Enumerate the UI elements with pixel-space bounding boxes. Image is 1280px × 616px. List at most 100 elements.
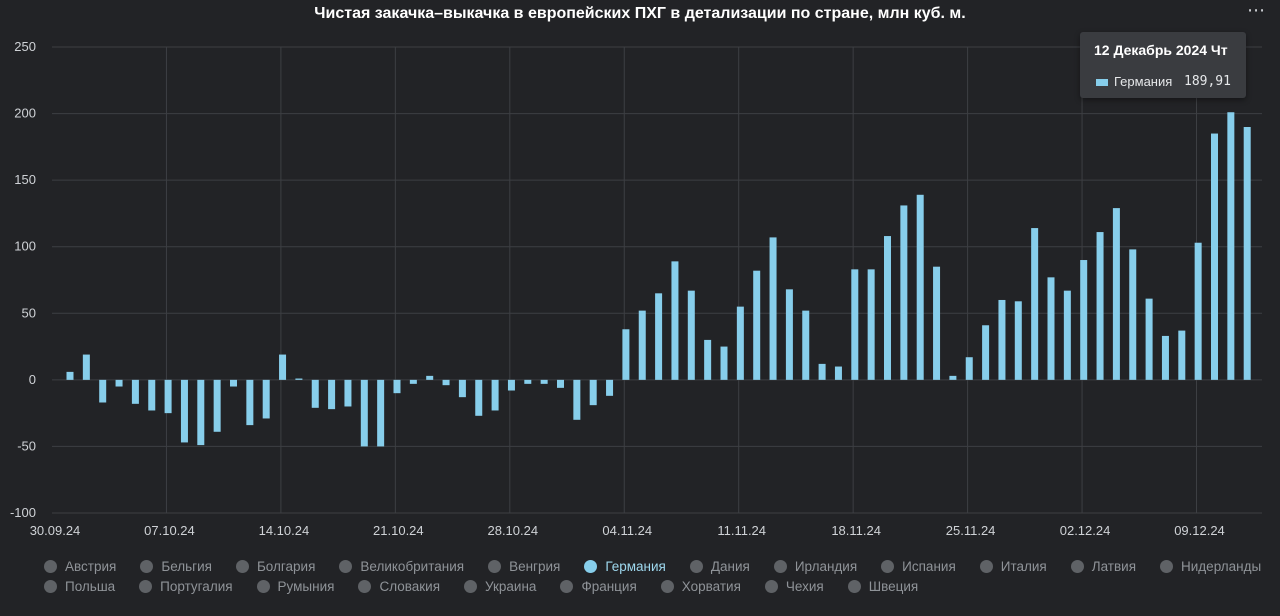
bar[interactable] bbox=[377, 379, 385, 447]
bar[interactable] bbox=[409, 379, 417, 384]
bar[interactable] bbox=[1178, 330, 1186, 380]
bar[interactable] bbox=[491, 379, 499, 411]
bar[interactable] bbox=[834, 366, 842, 380]
bar[interactable] bbox=[606, 379, 614, 396]
bar[interactable] bbox=[720, 346, 728, 380]
bar[interactable] bbox=[622, 329, 630, 380]
legend-item[interactable]: Польша bbox=[44, 579, 115, 594]
bar[interactable] bbox=[769, 237, 777, 380]
legend-item[interactable]: Бельгия bbox=[140, 559, 212, 574]
bar[interactable] bbox=[933, 266, 941, 380]
legend-item[interactable]: Хорватия bbox=[660, 579, 741, 594]
bar[interactable] bbox=[671, 261, 679, 380]
bar[interactable] bbox=[197, 379, 205, 446]
legend-item[interactable]: Италия bbox=[979, 559, 1047, 574]
bar[interactable] bbox=[655, 293, 663, 380]
bar[interactable] bbox=[180, 379, 188, 443]
bar[interactable] bbox=[998, 299, 1006, 380]
bar[interactable] bbox=[131, 379, 139, 404]
legend-item[interactable]: Ирландия bbox=[773, 559, 857, 574]
bar[interactable] bbox=[1047, 277, 1055, 380]
bar[interactable] bbox=[818, 363, 826, 380]
bar[interactable] bbox=[230, 379, 237, 387]
bar[interactable] bbox=[328, 379, 336, 410]
bar[interactable] bbox=[426, 375, 434, 380]
bar[interactable] bbox=[573, 379, 581, 420]
bar[interactable] bbox=[360, 379, 368, 447]
legend-item[interactable]: Швеция bbox=[847, 579, 918, 594]
bar[interactable] bbox=[1194, 242, 1202, 380]
legend-item[interactable]: Франция bbox=[560, 579, 637, 594]
bar[interactable] bbox=[1063, 290, 1071, 380]
legend-dot-icon bbox=[256, 579, 270, 593]
legend-item[interactable]: Дания bbox=[689, 559, 750, 574]
bar[interactable] bbox=[279, 354, 287, 380]
bar[interactable] bbox=[540, 379, 548, 384]
bar[interactable] bbox=[851, 269, 859, 380]
bar[interactable] bbox=[589, 379, 597, 406]
bar[interactable] bbox=[115, 379, 123, 387]
bar[interactable] bbox=[262, 379, 270, 419]
legend-item[interactable]: Украина bbox=[464, 579, 536, 594]
legend-item[interactable]: Чехия bbox=[764, 578, 824, 594]
bar[interactable] bbox=[949, 375, 957, 380]
bar[interactable] bbox=[295, 378, 303, 380]
legend-item[interactable]: Венгрия bbox=[488, 559, 560, 574]
y-tick-label: -50 bbox=[17, 438, 36, 453]
bar[interactable] bbox=[213, 379, 221, 432]
ellipsis-icon[interactable]: ⋯ bbox=[1247, 0, 1266, 20]
bar[interactable] bbox=[557, 379, 564, 388]
bar[interactable] bbox=[1161, 335, 1169, 380]
bar[interactable] bbox=[507, 379, 515, 391]
bar[interactable] bbox=[802, 310, 810, 380]
bar[interactable] bbox=[1096, 232, 1104, 380]
bar[interactable] bbox=[148, 379, 156, 411]
bar[interactable] bbox=[1112, 208, 1120, 380]
bar[interactable] bbox=[82, 354, 90, 380]
bar[interactable] bbox=[1031, 228, 1039, 380]
legend-item[interactable]: Болгария bbox=[235, 559, 315, 574]
bar[interactable] bbox=[704, 339, 712, 380]
bar[interactable] bbox=[1145, 298, 1153, 380]
legend-item[interactable]: Германия bbox=[584, 559, 666, 574]
bar[interactable] bbox=[1129, 249, 1137, 380]
bar[interactable] bbox=[753, 270, 761, 380]
bar[interactable] bbox=[1014, 301, 1022, 380]
bar[interactable] bbox=[524, 379, 532, 384]
legend-label: Чехия bbox=[785, 578, 824, 594]
legend-item[interactable]: Великобритания bbox=[339, 559, 464, 574]
bar[interactable] bbox=[1243, 127, 1251, 380]
bar[interactable] bbox=[867, 269, 875, 380]
bar[interactable] bbox=[884, 236, 891, 380]
legend-item[interactable]: Испания bbox=[881, 559, 956, 574]
bar[interactable] bbox=[99, 379, 107, 403]
bar[interactable] bbox=[1080, 260, 1088, 380]
bar[interactable] bbox=[965, 357, 973, 380]
legend-item[interactable]: Латвия bbox=[1070, 559, 1136, 574]
bar[interactable] bbox=[393, 379, 401, 394]
bar[interactable] bbox=[1211, 133, 1218, 380]
bar[interactable] bbox=[442, 379, 450, 386]
legend-item[interactable]: Нидерланды bbox=[1160, 559, 1261, 574]
bar[interactable] bbox=[164, 379, 172, 414]
bar[interactable] bbox=[982, 325, 990, 380]
bar[interactable] bbox=[785, 289, 793, 380]
tooltip-swatch bbox=[1096, 79, 1108, 86]
bar[interactable] bbox=[246, 379, 254, 426]
bar[interactable] bbox=[458, 379, 466, 398]
legend-dot-icon bbox=[584, 559, 598, 573]
legend-item[interactable]: Румыния bbox=[256, 579, 334, 594]
bar[interactable] bbox=[475, 379, 483, 416]
bar[interactable] bbox=[900, 205, 908, 380]
bar[interactable] bbox=[736, 306, 744, 380]
bar[interactable] bbox=[638, 310, 646, 380]
legend-item[interactable]: Австрия bbox=[44, 559, 116, 574]
bar[interactable] bbox=[687, 290, 695, 380]
bar[interactable] bbox=[916, 194, 924, 380]
bar[interactable] bbox=[66, 371, 74, 380]
legend-item[interactable]: Словакия bbox=[358, 579, 440, 594]
legend-item[interactable]: Португалия bbox=[139, 579, 233, 594]
bar[interactable] bbox=[1227, 112, 1235, 380]
bar[interactable] bbox=[344, 379, 352, 407]
bar[interactable] bbox=[311, 379, 319, 408]
